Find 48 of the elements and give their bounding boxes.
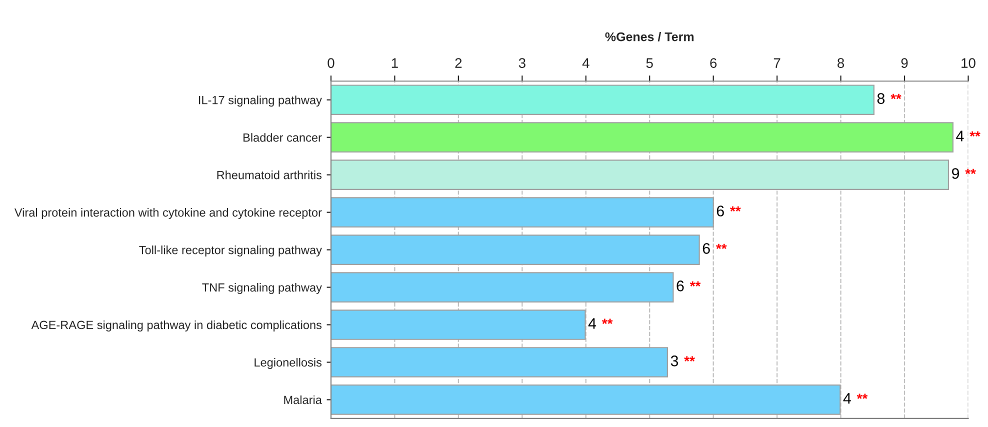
x-tick-label: 3: [518, 58, 526, 68]
bar: [330, 197, 714, 228]
x-tick-label: 8: [838, 58, 844, 68]
annotation: **: [890, 94, 902, 100]
x-tick-label: 0: [328, 58, 334, 68]
bar: [330, 84, 874, 116]
x-tick-label: 9: [901, 58, 908, 68]
annotation: 6: [702, 243, 710, 254]
bar: [330, 122, 954, 153]
y-tick-label: Viral protein interaction with cytokine and cytokine receptor: [14, 208, 322, 220]
annotation: **: [690, 281, 701, 286]
x-tick-label: 2: [455, 58, 462, 68]
annotation: 9: [952, 168, 960, 179]
x-axis-title: %Genes / Term: [605, 32, 694, 42]
annotation: **: [965, 168, 976, 174]
bar: [330, 384, 841, 415]
x-tick-label: 6: [710, 58, 717, 68]
bar: [330, 347, 668, 378]
y-tick-label: TNF signaling pathway: [202, 283, 322, 294]
bar: [330, 234, 700, 265]
x-tick-label: 4: [582, 58, 590, 68]
annotation: 6: [676, 280, 684, 292]
annotation: 4: [956, 130, 964, 142]
y-tick-label: Bladder cancer: [244, 133, 322, 142]
bar: [330, 160, 950, 190]
y-tick-label: Malaria: [284, 395, 322, 404]
bar: [330, 310, 586, 340]
y-tick-label: AGE-RAGE signaling pathway in diabetic complications: [31, 320, 322, 332]
x-tick-label: 5: [646, 58, 653, 68]
annotation: 8: [877, 93, 885, 104]
y-tick-label: Legionellosis: [254, 358, 322, 369]
annotation: 4: [843, 393, 851, 404]
annotation: **: [730, 206, 741, 212]
y-tick-label: Rheumatoid arthritis: [217, 170, 322, 180]
y-tick-label: Toll-like receptor signaling pathway: [139, 246, 322, 257]
y-tick-label: IL-17 signaling pathway: [199, 96, 322, 107]
annotation: **: [970, 131, 980, 137]
annotation: **: [602, 318, 613, 324]
x-tick-label: 1: [392, 58, 398, 68]
annotation: 4: [588, 318, 596, 329]
annotation: **: [684, 356, 695, 362]
annotation: **: [856, 394, 868, 399]
annotation: **: [716, 244, 727, 249]
bar: [330, 272, 674, 302]
annotation: 6: [716, 206, 724, 216]
annotation: 3: [670, 356, 678, 366]
x-tick-label: 7: [774, 58, 780, 68]
x-tick-label: 10: [962, 58, 976, 68]
